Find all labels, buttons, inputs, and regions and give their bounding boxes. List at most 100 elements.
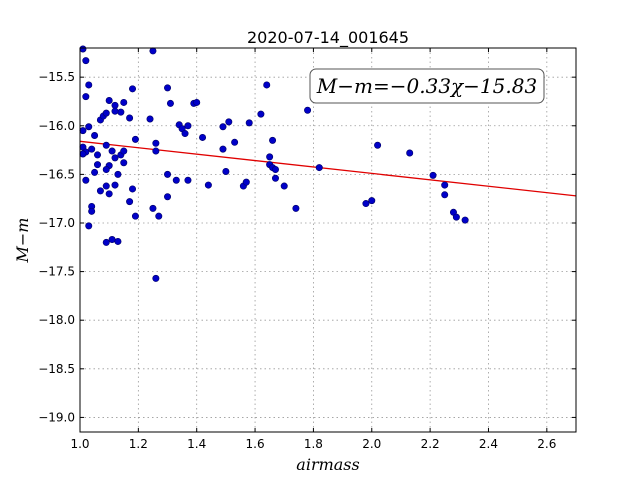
data-point [129,185,137,193]
data-point [152,139,160,147]
x-tick-label: 1.6 [246,437,265,451]
data-point [362,200,370,208]
data-point [120,98,128,106]
data-point [172,176,180,184]
grid-lines [79,48,576,432]
data-point [184,176,192,184]
data-point [304,106,312,114]
data-point [315,164,323,172]
data-point [131,135,139,143]
data-point [374,141,382,149]
data-point [204,181,212,189]
data-point [149,204,157,212]
data-point [429,171,437,179]
data-point [225,118,233,126]
data-point [441,191,449,199]
data-point [126,114,134,122]
data-point [292,204,300,212]
data-point [199,133,207,141]
data-point [96,187,104,195]
data-point [184,122,192,130]
x-tick-label: 2.6 [537,437,556,451]
y-tick-label: −17.5 [38,265,75,279]
data-point [266,153,274,161]
x-tick-label: 2.2 [421,437,440,451]
data-point [111,101,119,109]
data-point [263,81,271,89]
data-point [452,213,460,221]
data-point [231,138,239,146]
annotation-box [309,68,545,104]
data-point [82,93,90,101]
data-point [131,212,139,220]
data-point [269,136,277,144]
data-point [146,115,154,123]
data-point [79,150,87,158]
data-point [280,182,288,190]
data-point [126,198,134,206]
x-tick-label: 1.0 [70,437,89,451]
data-point [105,96,113,104]
fit-line [79,140,577,197]
data-point [85,81,93,89]
data-point [111,107,119,115]
y-tick-label: −16.5 [38,167,75,181]
data-point [164,193,172,201]
data-point [120,159,128,167]
data-point [91,131,99,139]
chart-title: 2020-07-14_001645 [247,28,409,48]
x-tick-label: 1.8 [304,437,323,451]
data-point [271,174,279,182]
data-point [85,222,93,230]
data-point [82,57,90,65]
data-point [368,197,376,205]
annotation-text: M−m=−0.33χ−15.83 [316,74,537,98]
data-point [155,212,163,220]
data-point [88,145,96,153]
data-point [85,123,93,131]
data-point [242,178,250,186]
data-point [193,98,201,106]
data-point [461,216,469,224]
y-tick-label: −16.0 [38,119,75,133]
data-point [219,123,227,131]
data-point [114,170,122,178]
y-tick-label: −15.5 [38,70,75,84]
data-point [79,127,87,135]
data-point [149,47,157,55]
data-point [222,167,230,175]
data-point [245,119,253,127]
data-point [102,166,110,174]
data-point [105,190,113,198]
data-point [88,207,96,215]
x-tick-labels: 1.0 1.2 1.4 1.6 1.8 2.0 2.2 2.4 2.6 [70,437,556,451]
data-point [94,161,102,169]
data-point [102,238,110,246]
data-point [164,84,172,92]
data-point [166,99,174,107]
data-point [152,147,160,155]
data-point [406,149,414,157]
x-tick-label: 1.4 [187,437,206,451]
y-tick-label: −17.0 [38,216,75,230]
data-point [219,145,227,153]
data-point [111,181,119,189]
fit-line-group [79,140,577,197]
data-point [181,130,189,138]
data-point [164,170,172,178]
data-point [129,85,137,93]
x-tick-label: 2.4 [479,437,498,451]
data-points [79,45,469,282]
data-point [102,141,110,149]
data-point [102,109,110,117]
x-axis-label: airmass [296,455,359,474]
axis-ticks [79,48,576,432]
data-point [111,154,119,162]
data-point [91,168,99,176]
data-point [108,236,116,244]
data-point [120,147,128,155]
data-point [152,274,160,282]
data-point [271,166,279,174]
y-tick-label: −19.0 [38,410,75,424]
